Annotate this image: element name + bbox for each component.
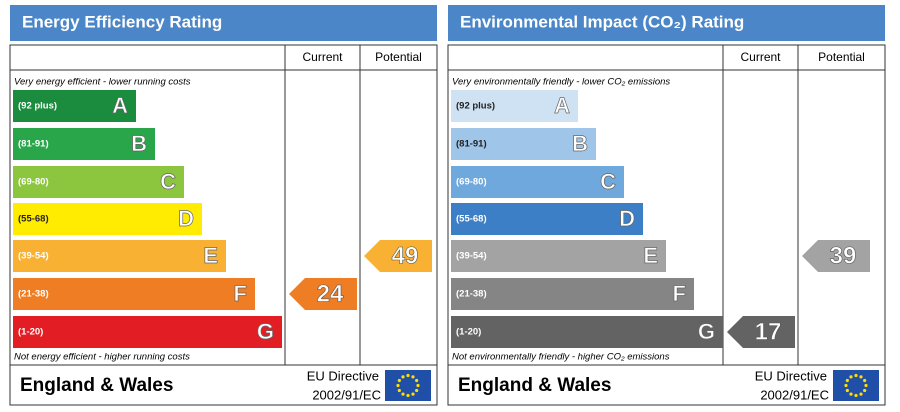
- band: [13, 203, 202, 235]
- eu-star: [401, 375, 405, 379]
- band: [13, 90, 136, 122]
- band-letter: C: [160, 169, 176, 194]
- band: [451, 203, 643, 235]
- band-range: (39-54): [456, 251, 487, 262]
- band: [451, 316, 723, 348]
- band-range: (1-20): [456, 327, 481, 338]
- band: [13, 278, 255, 310]
- panel-title: Energy Efficiency Rating: [22, 12, 222, 31]
- eu-star: [401, 392, 405, 396]
- band-range: (1-20): [18, 327, 43, 338]
- band-range: (55-68): [456, 214, 487, 225]
- panel-frame: [447, 44, 886, 406]
- band-letter: G: [257, 319, 274, 344]
- band-range: (21-38): [456, 289, 487, 300]
- rating-value: 17: [755, 318, 782, 345]
- footer-directive: EU Directive: [307, 368, 379, 383]
- eu-star: [411, 375, 415, 379]
- band-letter: E: [203, 243, 218, 268]
- eu-star: [411, 392, 415, 396]
- eu-star: [863, 388, 867, 393]
- top-note: Very energy efficient - lower running co…: [14, 77, 191, 88]
- footer-directive: EU Directive: [755, 368, 827, 383]
- eu-star: [854, 393, 858, 398]
- band: [13, 316, 282, 348]
- band: [451, 128, 596, 160]
- band: [451, 278, 694, 310]
- eu-star: [415, 388, 419, 393]
- eu-star: [396, 383, 400, 388]
- band-letter: D: [619, 206, 635, 231]
- eu-star: [859, 375, 863, 379]
- eu-star: [854, 373, 858, 378]
- band-letter: F: [673, 281, 686, 306]
- band-letter: B: [572, 131, 588, 156]
- title-bar: [10, 5, 437, 41]
- band-range: (81-91): [456, 139, 487, 150]
- eu-star: [406, 393, 410, 398]
- band-range: (92 plus): [456, 101, 495, 112]
- eu-star: [415, 378, 419, 383]
- band-letter: B: [131, 131, 147, 156]
- bottom-note: Not environmentally friendly - higher CO…: [452, 352, 670, 363]
- header-current: Current: [740, 50, 781, 64]
- band-letter: C: [600, 169, 616, 194]
- top-note: Very environmentally friendly - lower CO…: [452, 77, 670, 88]
- band-letter: G: [698, 319, 715, 344]
- eu-star: [859, 392, 863, 396]
- footer-directive-code: 2002/91/EC: [760, 387, 829, 402]
- eu-star: [849, 392, 853, 396]
- band: [451, 240, 666, 272]
- band-letter: A: [554, 93, 570, 118]
- band-range: (55-68): [18, 214, 49, 225]
- footer-directive-code: 2002/91/EC: [312, 387, 381, 402]
- band-letter: E: [643, 243, 658, 268]
- band: [13, 128, 155, 160]
- eu-star: [864, 383, 868, 388]
- eu-star: [397, 388, 401, 393]
- eu-star: [849, 375, 853, 379]
- rating-value: 24: [317, 280, 344, 307]
- band-range: (21-38): [18, 289, 49, 300]
- bottom-note: Not energy efficient - higher running co…: [14, 352, 190, 363]
- title-bar: [448, 5, 885, 41]
- rating-arrow: [727, 316, 795, 348]
- rating-arrow: [364, 240, 432, 272]
- band-letter: D: [178, 206, 194, 231]
- eu-star: [844, 383, 848, 388]
- header-potential: Potential: [818, 50, 865, 64]
- band-letter: F: [234, 281, 247, 306]
- header-potential: Potential: [375, 50, 422, 64]
- band-range: (69-80): [18, 177, 49, 188]
- rating-value: 39: [830, 242, 857, 269]
- eu-star: [863, 378, 867, 383]
- band: [13, 166, 184, 198]
- rating-value: 49: [392, 242, 419, 269]
- footer-region: England & Wales: [20, 375, 173, 396]
- band-range: (39-54): [18, 251, 49, 262]
- eu-star: [845, 388, 849, 393]
- band: [13, 240, 226, 272]
- band-range: (81-91): [18, 139, 49, 150]
- eu-star: [397, 378, 401, 383]
- panel-title: Environmental Impact (CO₂) Rating: [460, 12, 744, 31]
- band-range: (69-80): [456, 177, 487, 188]
- eu-star: [845, 378, 849, 383]
- band: [451, 90, 578, 122]
- band-letter: A: [112, 93, 128, 118]
- eu-star: [416, 383, 420, 388]
- rating-arrow: [289, 278, 357, 310]
- band: [451, 166, 624, 198]
- footer-region: England & Wales: [458, 375, 611, 396]
- band-range: (92 plus): [18, 101, 57, 112]
- header-current: Current: [302, 50, 343, 64]
- panel-frame: [9, 44, 438, 406]
- eu-star: [406, 373, 410, 378]
- rating-arrow: [802, 240, 870, 272]
